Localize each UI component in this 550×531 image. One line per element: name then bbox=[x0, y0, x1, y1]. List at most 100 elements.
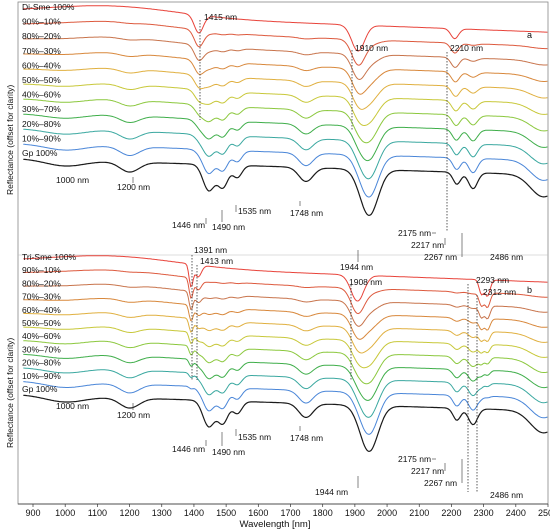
series-line-b-7 bbox=[23, 353, 548, 401]
series-line-a-7 bbox=[23, 113, 548, 162]
series-label-a-4: 60%–40% bbox=[22, 60, 61, 70]
series-label-b-4: 60%–40% bbox=[22, 305, 61, 315]
series-label-a-10: Gp 100% bbox=[22, 148, 58, 158]
panel-letter-b: b bbox=[527, 285, 532, 295]
annot-b-1446: 1446 nm bbox=[172, 444, 205, 454]
series-line-b-6 bbox=[23, 340, 548, 385]
annot-a-1490: 1490 nm bbox=[212, 222, 245, 232]
series-label-b-7: 30%–70% bbox=[22, 344, 61, 354]
series-line-a-4 bbox=[23, 67, 548, 110]
x-tick-label: 2300 bbox=[474, 508, 494, 518]
series-line-a-0 bbox=[23, 5, 548, 52]
x-tick-label: 1900 bbox=[345, 508, 365, 518]
marker-label-1391: 1391 nm bbox=[194, 245, 227, 255]
series-line-a-1 bbox=[23, 20, 548, 66]
series-line-a-6 bbox=[23, 98, 548, 144]
curves-panel-a bbox=[23, 5, 548, 216]
series-line-a-9 bbox=[23, 143, 548, 198]
series-label-a-8: 20%–80% bbox=[22, 119, 61, 129]
series-label-a-0: Di-Sme 100% bbox=[22, 2, 75, 12]
annot-b-2267: 2267 nm bbox=[424, 478, 457, 488]
series-line-a-2 bbox=[23, 36, 548, 81]
series-label-a-2: 80%–20% bbox=[22, 31, 61, 41]
marker-label-1910: 1910 nm bbox=[355, 43, 388, 53]
x-tick-label: 900 bbox=[25, 508, 40, 518]
series-line-a-8 bbox=[23, 128, 548, 180]
marker-label-2312: 2312 nm bbox=[483, 287, 516, 297]
annot-a-2175: 2175 nm bbox=[398, 228, 431, 238]
x-tick-label: 1200 bbox=[120, 508, 140, 518]
series-label-b-9: 10%–90% bbox=[22, 371, 61, 381]
annot-b-1944: 1944 nm bbox=[315, 487, 348, 497]
x-tick-label: 1500 bbox=[216, 508, 236, 518]
annot-b-1000: 1000 nm bbox=[56, 401, 89, 411]
annot-a-1200: 1200 nm bbox=[117, 182, 150, 192]
annot-a-1535: 1535 nm bbox=[238, 206, 271, 216]
x-tick-label: 1300 bbox=[152, 508, 172, 518]
marker-label-1413: 1413 nm bbox=[200, 256, 233, 266]
x-axis-ticks: 900 1000 1100 1200 1300 1400 1500 1600 1700 1800 1… bbox=[25, 504, 550, 518]
series-line-b-4 bbox=[23, 312, 548, 354]
series-line-a-5 bbox=[23, 83, 548, 127]
x-tick-label: 2400 bbox=[506, 508, 526, 518]
series-line-b-8 bbox=[23, 367, 548, 418]
series-label-a-1: 90%–10% bbox=[22, 17, 61, 27]
series-label-b-10: Gp 100% bbox=[22, 384, 58, 394]
annot-b-2217: 2217 nm bbox=[411, 466, 444, 476]
x-tick-label: 1100 bbox=[88, 508, 107, 518]
series-line-a-3 bbox=[23, 52, 548, 95]
series-label-b-6: 40%–60% bbox=[22, 331, 61, 341]
x-tick-label: 1400 bbox=[184, 508, 204, 518]
annot-a-1446: 1446 nm bbox=[172, 220, 205, 230]
series-label-a-6: 40%–60% bbox=[22, 90, 61, 100]
annot-b-1490: 1490 nm bbox=[212, 447, 245, 457]
series-line-b-5 bbox=[23, 326, 548, 369]
annot-b-2486: 2486 nm bbox=[490, 490, 523, 500]
series-label-b-2: 80%–20% bbox=[22, 278, 61, 288]
series-line-b-3 bbox=[23, 298, 548, 340]
series-labels-b: Tri-Sme 100% 90%–10% 80%–20% 70%–30% 60%–40%… bbox=[22, 252, 76, 394]
x-tick-label: 1700 bbox=[280, 508, 300, 518]
series-line-a-10 bbox=[23, 158, 548, 216]
marker-label-1908: 1908 nm bbox=[349, 277, 382, 287]
annot-a-2267: 2267 nm bbox=[424, 252, 457, 262]
series-label-a-7: 30%–70% bbox=[22, 104, 61, 114]
annot-a-1748: 1748 nm bbox=[290, 208, 323, 218]
x-tick-label: 1600 bbox=[248, 508, 268, 518]
x-tick-label: 2200 bbox=[441, 508, 461, 518]
x-tick-label: 2500 bbox=[538, 508, 550, 518]
annot-a-2217: 2217 nm bbox=[411, 240, 444, 250]
series-label-b-3: 70%–30% bbox=[22, 292, 61, 302]
series-labels-a: Di-Sme 100% 90%–10% 80%–20% 70%–30% 60%–40% 5… bbox=[22, 2, 75, 158]
curves-panel-b bbox=[23, 255, 548, 452]
series-label-b-1: 90%–10% bbox=[22, 265, 61, 275]
series-label-b-0: Tri-Sme 100% bbox=[22, 252, 76, 262]
plot-frame bbox=[17, 1, 549, 505]
annot-a-1000: 1000 nm bbox=[56, 175, 89, 185]
series-line-b-9 bbox=[23, 381, 548, 435]
x-tick-label: 1000 bbox=[55, 508, 75, 518]
x-tick-label: 2100 bbox=[409, 508, 429, 518]
y-axis-label-a: Reflectance (offset for clarity) bbox=[5, 84, 15, 195]
y-axis-label-b: Reflectance (offset for clarity) bbox=[5, 337, 15, 448]
annot-b-2175: 2175 nm bbox=[398, 454, 431, 464]
series-label-b-5: 50%–50% bbox=[22, 318, 61, 328]
series-line-b-0 bbox=[23, 255, 548, 302]
series-label-a-5: 50%–50% bbox=[22, 75, 61, 85]
panel-letter-a: a bbox=[527, 30, 532, 40]
annot-b-1748: 1748 nm bbox=[290, 433, 323, 443]
annot-a-2486: 2486 nm bbox=[490, 252, 523, 262]
series-label-a-3: 70%–30% bbox=[22, 46, 61, 56]
x-tick-label: 2000 bbox=[377, 508, 397, 518]
x-tick-label: 1800 bbox=[313, 508, 333, 518]
series-label-b-8: 20%–80% bbox=[22, 358, 61, 368]
marker-label-2210: 2210 nm bbox=[450, 43, 483, 53]
series-label-a-9: 10%–90% bbox=[22, 133, 61, 143]
x-axis-title: Wavelength [nm] bbox=[240, 519, 311, 530]
marker-label-2293: 2293 nm bbox=[476, 275, 509, 285]
annot-a-1944: 1944 nm bbox=[340, 262, 373, 272]
series-line-b-10 bbox=[23, 394, 548, 452]
annot-b-1200: 1200 nm bbox=[117, 410, 150, 420]
annot-b-1535: 1535 nm bbox=[238, 432, 271, 442]
